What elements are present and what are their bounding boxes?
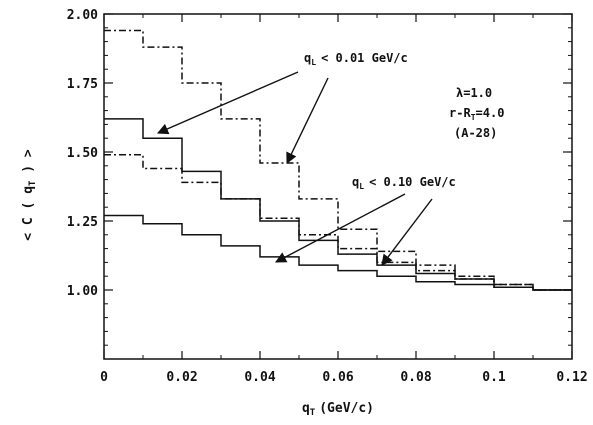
y-tick-label: 1.50 — [67, 146, 98, 161]
arrow-ql001-to-solid — [156, 71, 299, 135]
param-lambda: λ=1.0 — [456, 86, 492, 100]
param-radius: r-RT=4.0 — [449, 106, 504, 122]
x-tick-label: 0.1 — [482, 370, 506, 385]
arrow-ql010-to-solid — [275, 193, 406, 263]
x-tick-label: 0.12 — [556, 370, 587, 385]
x-tick-label: 0.02 — [166, 370, 197, 385]
plot-frame — [103, 13, 573, 360]
y-tick-label: 1.00 — [67, 284, 98, 299]
series-line-3-dash-dot — [104, 154, 572, 291]
x-tick-label: 0.06 — [322, 370, 353, 385]
y-tick-label: 2.00 — [67, 8, 98, 23]
y-tick-label: 1.25 — [67, 215, 98, 230]
x-axis-label: qT (GeV/c) — [302, 401, 374, 418]
y-axis-label: < C ( qT ) > — [21, 149, 38, 241]
label-ql-010: qL < 0.10 GeV/c — [352, 175, 456, 191]
param-a: (A-28) — [454, 126, 497, 140]
y-tick-label: 1.75 — [67, 77, 98, 92]
series-line-1-dash-dot — [104, 29, 572, 291]
axis-ticks: 0 0.02 0.04 0.06 0.08 0.1 0.12 1.00 1.25 1.50 1.75… — [67, 8, 588, 385]
arrow-ql001-to-dashdot — [286, 77, 329, 165]
x-tick-label: 0 — [100, 370, 108, 385]
x-tick-label: 0.08 — [400, 370, 431, 385]
label-ql-001: qL < 0.01 GeV/c — [304, 51, 408, 67]
series-line-4-solid — [104, 214, 572, 291]
x-tick-label: 0.04 — [244, 370, 275, 385]
arrow-ql010-to-dashdot — [381, 198, 433, 266]
series-layer — [104, 29, 572, 291]
